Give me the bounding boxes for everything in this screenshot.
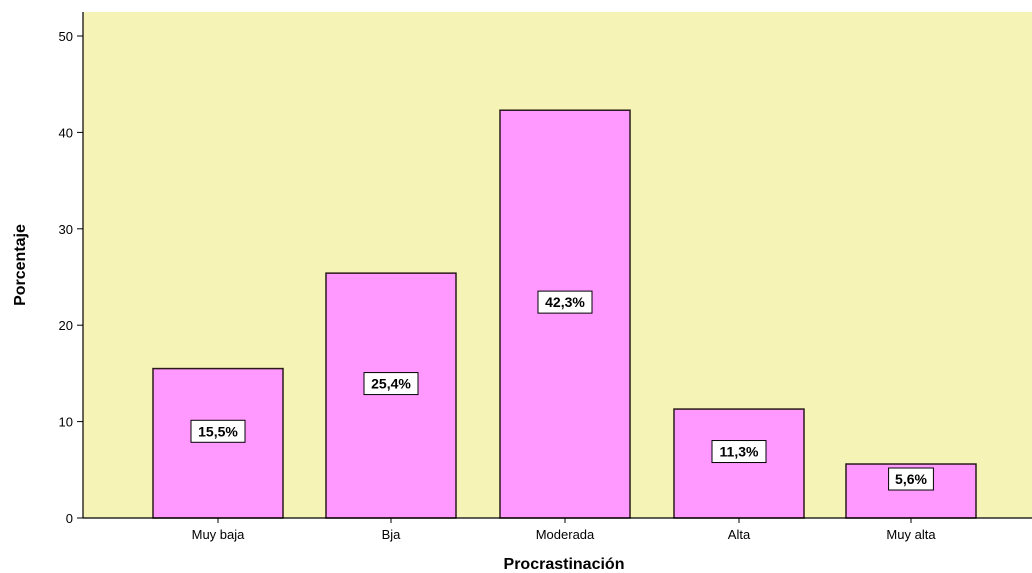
bar-muy-baja — [152, 367, 284, 519]
bar-bja — [325, 272, 457, 519]
data-label: 11,3% — [720, 444, 759, 460]
data-label: 25,4% — [371, 376, 411, 392]
x-tick-label: Muy baja — [192, 527, 246, 542]
y-tick-label: 30 — [59, 222, 73, 237]
x-axis-title: Procrastinación — [504, 556, 625, 573]
data-label-box — [537, 290, 593, 314]
data-label-box — [363, 372, 419, 396]
axes-group: Muy baja Bja Moderada Alta Muy alta 0 10 20 30 40… — [59, 12, 1032, 542]
bar-alta — [673, 408, 805, 519]
data-label: 42,3% — [545, 294, 585, 310]
y-tick-label: 10 — [59, 415, 73, 430]
x-tick-label: Muy alta — [886, 527, 936, 542]
data-label-box — [711, 440, 767, 464]
bars-group — [152, 109, 977, 519]
x-tick-label: Alta — [728, 527, 751, 542]
y-tick-label: 50 — [59, 29, 73, 44]
y-axis-title: Porcentaje — [12, 224, 29, 306]
data-label: 15,5% — [198, 423, 238, 439]
y-tick-label: 0 — [66, 511, 73, 526]
x-tick-label: Bja — [382, 527, 402, 542]
y-tick-label: 40 — [59, 125, 73, 140]
data-label-box — [190, 419, 246, 443]
bar-moderada — [499, 109, 631, 519]
data-label: 5,6% — [895, 471, 927, 487]
data-labels-group: 15,5% 25,4% 42,3% 11,3% 5,6% — [190, 290, 934, 491]
y-tick-label: 20 — [59, 318, 73, 333]
x-tick-label: Moderada — [536, 527, 595, 542]
data-label-box — [888, 467, 934, 491]
